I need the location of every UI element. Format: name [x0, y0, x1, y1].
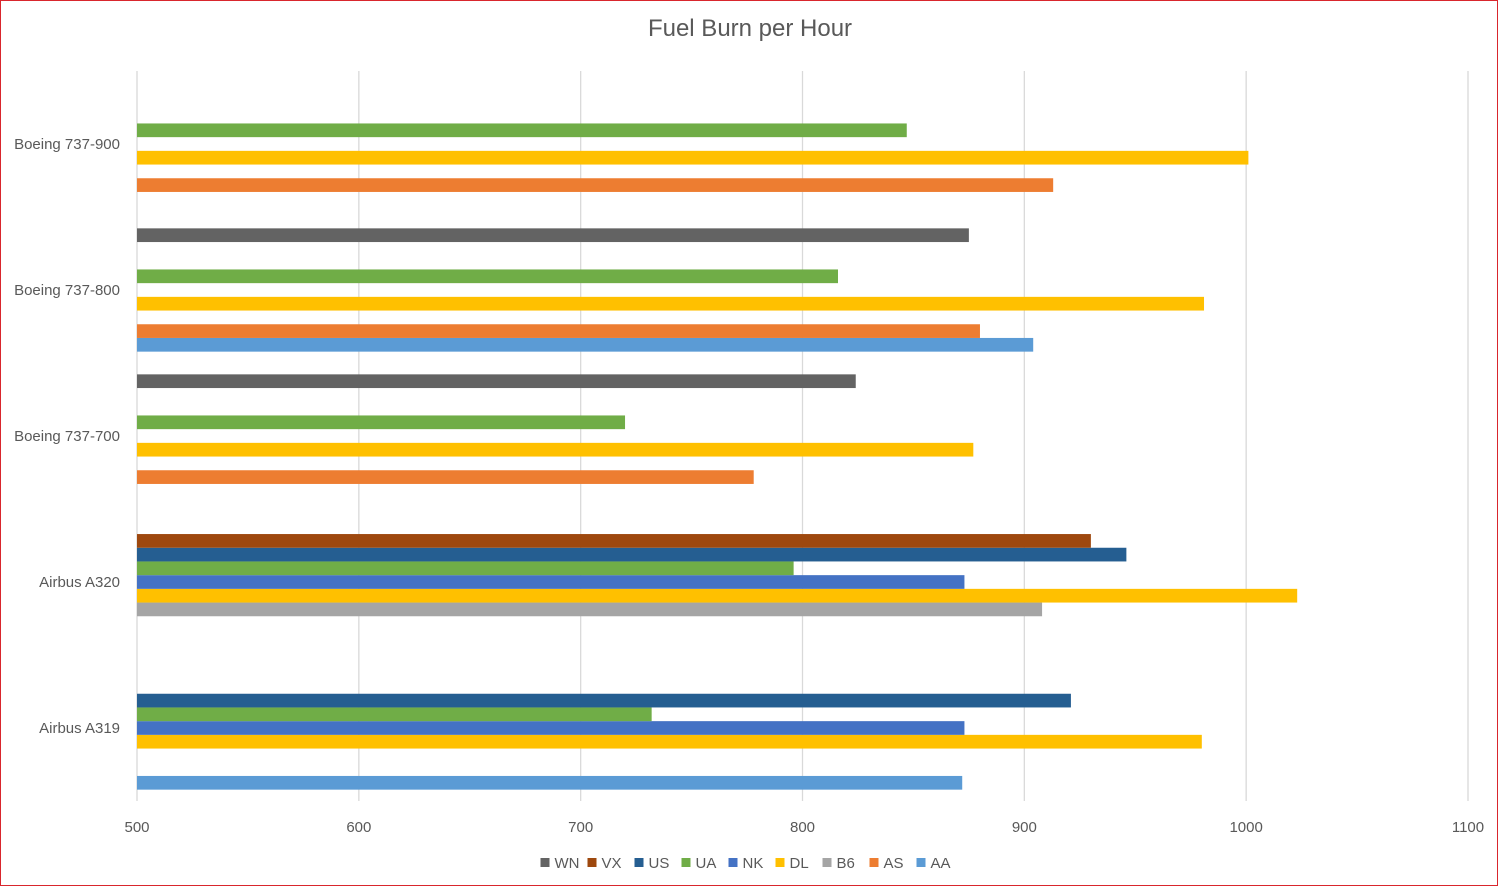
- x-tick-label: 700: [568, 819, 593, 836]
- legend-swatch-wn: [540, 858, 550, 867]
- legend-swatch-ua: [681, 858, 691, 867]
- bar-vx: [137, 534, 1091, 548]
- category-label: Boeing 737-900: [14, 136, 120, 153]
- x-tick-label: 800: [790, 819, 815, 836]
- bar-dl: [137, 296, 1205, 311]
- legend-swatch-vx: [587, 858, 597, 867]
- legend-swatch-as: [869, 858, 879, 867]
- bar-dl: [137, 150, 1249, 165]
- legend-label: NK: [743, 855, 764, 872]
- x-tick-label: 500: [124, 819, 149, 836]
- legend-swatch-b6: [822, 858, 832, 867]
- x-tick-label: 1100: [1452, 819, 1484, 836]
- bar-as: [137, 470, 754, 484]
- x-tick-label: 600: [346, 819, 371, 836]
- category-label: Boeing 737-800: [14, 282, 120, 299]
- x-tick-label: 1000: [1229, 819, 1262, 836]
- bar-ua: [137, 561, 794, 576]
- bar-dl: [137, 734, 1202, 749]
- bar-us: [137, 547, 1127, 562]
- legend-label: US: [649, 855, 670, 872]
- bar-nk: [137, 721, 965, 735]
- bar-us: [137, 693, 1071, 708]
- bar-wn: [137, 228, 969, 243]
- bar-aa: [137, 337, 1034, 352]
- legend-swatch-us: [634, 858, 644, 867]
- legend-swatch-aa: [916, 858, 926, 867]
- bar-ua: [137, 123, 907, 138]
- x-tick-label: 900: [1012, 819, 1037, 836]
- chart-title: Fuel Burn per Hour: [647, 15, 853, 42]
- legend-label: WN: [555, 855, 580, 872]
- bar-aa: [137, 775, 963, 790]
- category-label: Airbus A320: [39, 574, 120, 591]
- bar-as: [137, 324, 980, 338]
- bar-dl: [137, 588, 1298, 603]
- category-label: Airbus A319: [39, 720, 120, 737]
- legend-label: AS: [884, 855, 904, 872]
- bar-dl: [137, 442, 974, 457]
- bar-ua: [137, 415, 626, 430]
- category-label: Boeing 737-700: [14, 428, 120, 445]
- bar-ua: [137, 707, 652, 722]
- bar-wn: [137, 374, 856, 389]
- legend-label: AA: [931, 855, 951, 872]
- bar-as: [137, 178, 1054, 192]
- legend-label: UA: [696, 855, 717, 872]
- bar-b6: [137, 602, 1043, 617]
- legend-swatch-dl: [775, 858, 785, 867]
- bar-nk: [137, 575, 965, 589]
- legend-label: VX: [602, 855, 622, 872]
- legend-label: DL: [790, 855, 809, 872]
- bar-ua: [137, 269, 838, 284]
- legend-label: B6: [837, 855, 855, 872]
- legend-swatch-nk: [728, 858, 738, 867]
